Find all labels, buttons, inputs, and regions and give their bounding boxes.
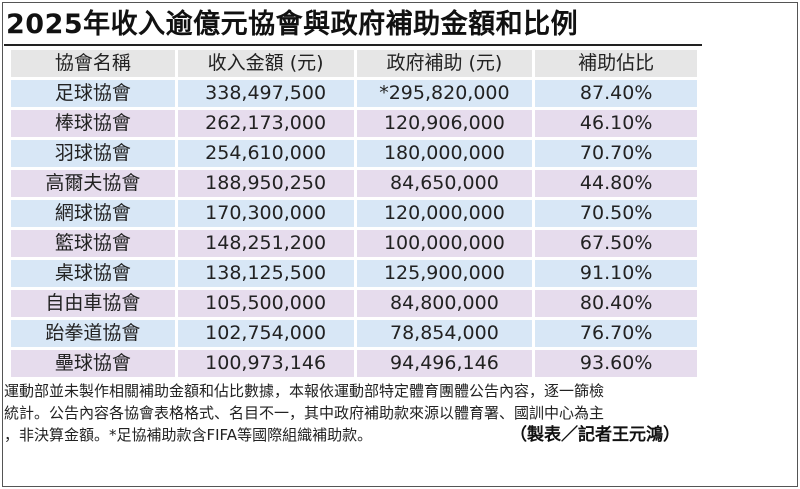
ratio-cell: 87.40%	[535, 80, 697, 107]
table-row: 籃球協會 148,251,200 100,000,000 67.50%	[11, 230, 697, 257]
association-name: 網球協會	[11, 200, 175, 227]
header-subsidy: 政府補助 (元)	[356, 50, 533, 77]
subsidy-cell: 84,650,000	[356, 170, 533, 197]
revenue-cell: 148,251,200	[177, 230, 354, 257]
ratio-cell: 91.10%	[535, 260, 697, 287]
header-revenue: 收入金額 (元)	[177, 50, 354, 77]
association-name: 自由車協會	[11, 290, 175, 317]
ratio-cell: 44.80%	[535, 170, 697, 197]
ratio-cell: 46.10%	[535, 110, 697, 137]
footnote-line: 運動部並未製作相關補助金額和佔比數據，本報依運動部特定體育團體公告內容，逐一篩檢	[4, 382, 605, 400]
association-name: 桌球協會	[11, 260, 175, 287]
association-name: 高爾夫協會	[11, 170, 175, 197]
association-name: 壘球協會	[11, 350, 175, 377]
table-header-row: 協會名稱 收入金額 (元) 政府補助 (元) 補助佔比	[11, 50, 697, 77]
revenue-cell: 338,497,500	[177, 80, 354, 107]
table-row: 自由車協會 105,500,000 84,800,000 80.40%	[11, 290, 697, 317]
ratio-cell: 93.60%	[535, 350, 697, 377]
subsidy-cell: 94,496,146	[356, 350, 533, 377]
revenue-cell: 100,973,146	[177, 350, 354, 377]
subsidy-table: 協會名稱 收入金額 (元) 政府補助 (元) 補助佔比 足球協會 338,497…	[8, 47, 700, 380]
revenue-cell: 188,950,250	[177, 170, 354, 197]
ratio-cell: 67.50%	[535, 230, 697, 257]
byline-credit: （製表／記者王元鴻）	[510, 425, 680, 445]
page-title: 2025年收入逾億元協會與政府補助金額和比例	[6, 9, 579, 40]
ratio-cell: 70.70%	[535, 140, 697, 167]
revenue-cell: 262,173,000	[177, 110, 354, 137]
revenue-cell: 254,610,000	[177, 140, 354, 167]
subsidy-cell: 120,000,000	[356, 200, 533, 227]
table-row: 壘球協會 100,973,146 94,496,146 93.60%	[11, 350, 697, 377]
ratio-cell: 80.40%	[535, 290, 697, 317]
header-ratio: 補助佔比	[535, 50, 697, 77]
table-row: 網球協會 170,300,000 120,000,000 70.50%	[11, 200, 697, 227]
subsidy-cell: 84,800,000	[356, 290, 533, 317]
revenue-cell: 138,125,500	[177, 260, 354, 287]
subsidy-cell: 120,906,000	[356, 110, 533, 137]
revenue-cell: 105,500,000	[177, 290, 354, 317]
table-row: 棒球協會 262,173,000 120,906,000 46.10%	[11, 110, 697, 137]
footnote-line: 統計。公告內容各協會表格格式、名目不一，其中政府補助款來源以體育署、國訓中心為主	[4, 404, 605, 422]
association-name: 跆拳道協會	[11, 320, 175, 347]
ratio-cell: 70.50%	[535, 200, 697, 227]
footnote: 運動部並未製作相關補助金額和佔比數據，本報依運動部特定體育團體公告內容，逐一篩檢…	[4, 380, 706, 446]
footnote-line: ，非決算金額。*足協補助款含FIFA等國際組織補助款。	[4, 426, 373, 444]
revenue-cell: 170,300,000	[177, 200, 354, 227]
subsidy-cell: 100,000,000	[356, 230, 533, 257]
subsidy-cell: 180,000,000	[356, 140, 533, 167]
table-row: 足球協會 338,497,500 *295,820,000 87.40%	[11, 80, 697, 107]
association-name: 籃球協會	[11, 230, 175, 257]
association-name: 足球協會	[11, 80, 175, 107]
subsidy-cell: *295,820,000	[356, 80, 533, 107]
association-name: 棒球協會	[11, 110, 175, 137]
subsidy-cell: 125,900,000	[356, 260, 533, 287]
table-row: 高爾夫協會 188,950,250 84,650,000 44.80%	[11, 170, 697, 197]
table-row: 羽球協會 254,610,000 180,000,000 70.70%	[11, 140, 697, 167]
ratio-cell: 76.70%	[535, 320, 697, 347]
table-row: 跆拳道協會 102,754,000 78,854,000 76.70%	[11, 320, 697, 347]
header-association: 協會名稱	[11, 50, 175, 77]
title-divider	[4, 44, 702, 46]
association-name: 羽球協會	[11, 140, 175, 167]
table-row: 桌球協會 138,125,500 125,900,000 91.10%	[11, 260, 697, 287]
subsidy-cell: 78,854,000	[356, 320, 533, 347]
revenue-cell: 102,754,000	[177, 320, 354, 347]
